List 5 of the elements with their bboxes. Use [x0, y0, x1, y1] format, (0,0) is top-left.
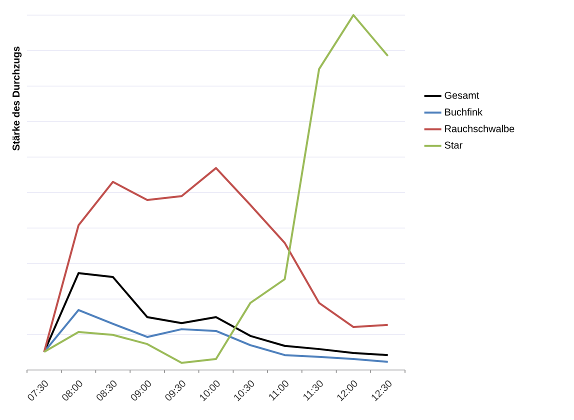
- legend-label: Rauchschwalbe: [445, 124, 514, 132]
- legend-label: Gesamt: [444, 92, 480, 99]
- y-axis-title: Stärke des Durchzugs: [12, 46, 22, 151]
- legend-label: Buchfink: [445, 108, 483, 116]
- legend-label: Star: [444, 142, 462, 149]
